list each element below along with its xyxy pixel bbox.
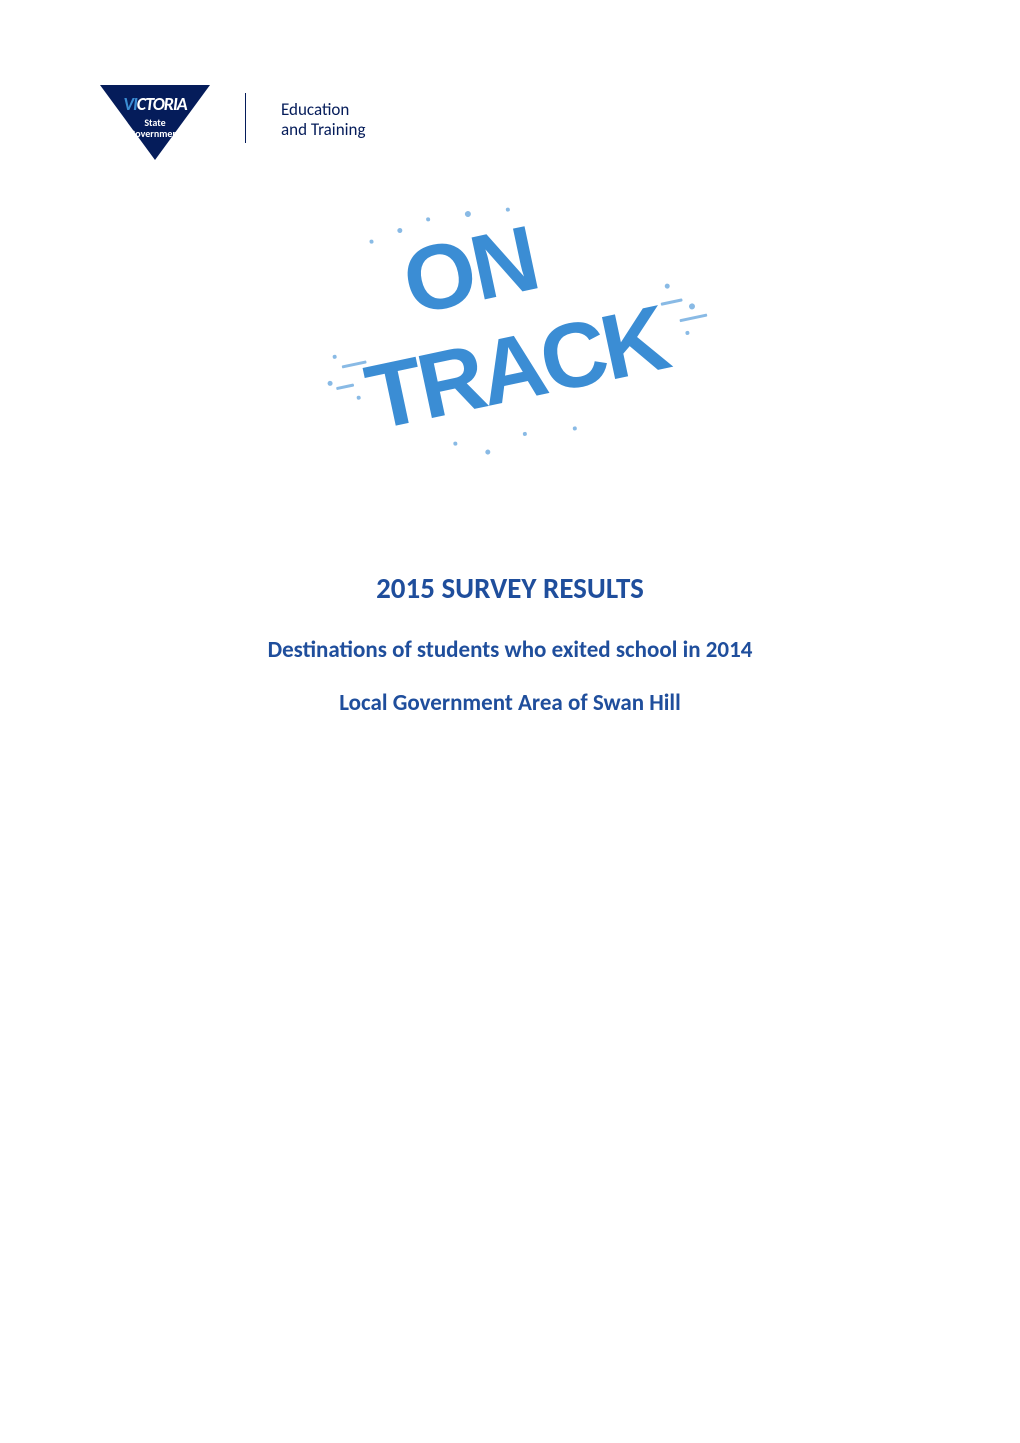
victoria-suffix: CTORIA [137, 93, 187, 115]
main-title: 2015 SURVEY RESULTS [100, 570, 920, 606]
on-track-svg-icon: ON TRACK [295, 190, 725, 490]
area-title: Local Government Area of Swan Hill [100, 689, 920, 717]
vertical-divider [245, 93, 246, 143]
education-training-label: Education and Training [281, 100, 365, 141]
victoria-brand-text: VICTORIA [100, 93, 210, 115]
on-track-logo: ON TRACK [295, 190, 725, 490]
victoria-triangle-container: VICTORIA State Government [100, 85, 210, 160]
header-logo-group: VICTORIA State Government Education and … [100, 85, 920, 160]
victoria-prefix: VI [123, 93, 136, 115]
state-government-label: State Government [100, 117, 210, 139]
document-page: VICTORIA State Government Education and … [0, 0, 1020, 1443]
state-line2: Government [100, 128, 210, 139]
education-line2: and Training [281, 120, 365, 140]
title-block: 2015 SURVEY RESULTS Destinations of stud… [100, 570, 920, 717]
subtitle: Destinations of students who exited scho… [100, 636, 920, 664]
victoria-state-gov-logo: VICTORIA State Government [100, 85, 210, 160]
education-line1: Education [281, 100, 365, 120]
